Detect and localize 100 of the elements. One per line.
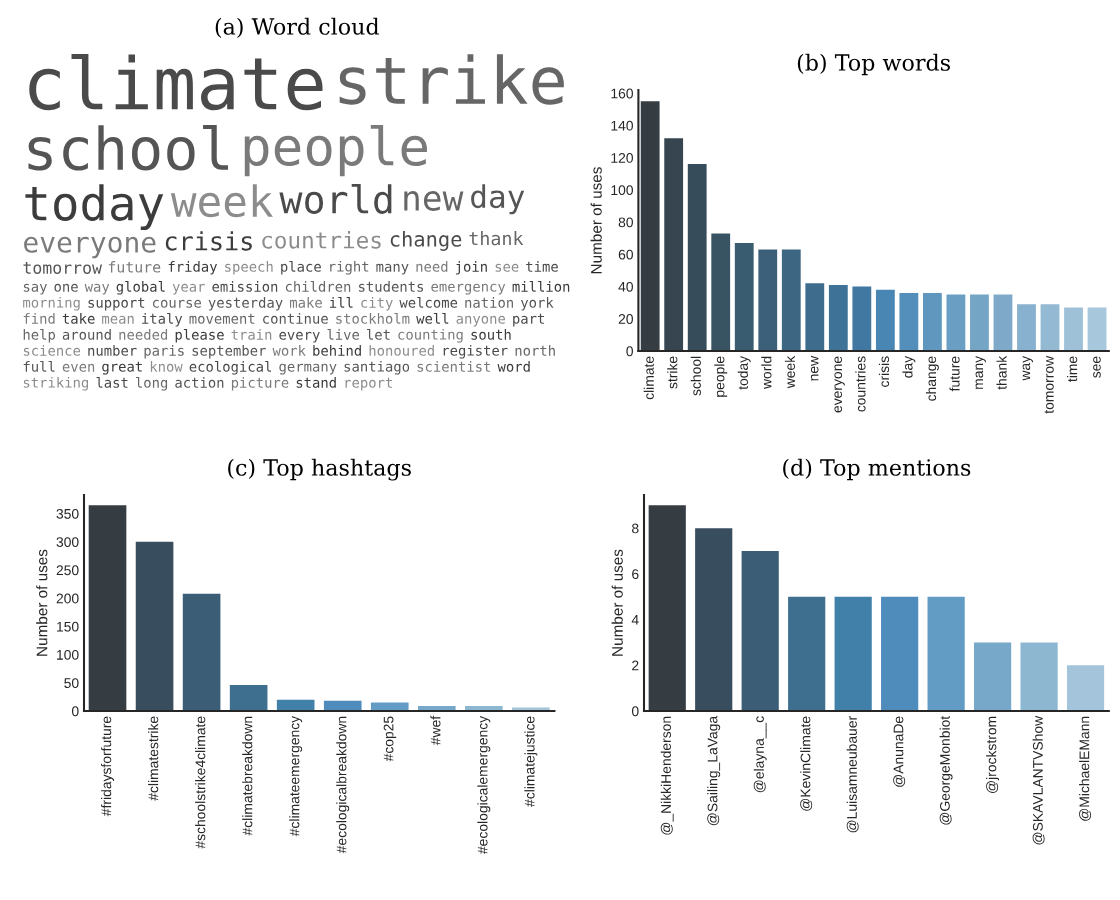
- y-tick-label: 200: [56, 593, 79, 604]
- x-tick-label: #fridaysforfuture: [101, 716, 114, 817]
- text: every: [279, 331, 320, 343]
- text: many: [376, 263, 409, 275]
- y-tick-label: 0: [626, 346, 633, 357]
- x-tick-label: people: [714, 356, 728, 397]
- x-tick-label: strike: [667, 356, 678, 389]
- text: day: [471, 184, 525, 215]
- text: nation: [465, 297, 513, 308]
- text: mean: [102, 315, 134, 324]
- text: tomorrow: [23, 262, 102, 274]
- text: honoured: [369, 345, 434, 356]
- text: new: [404, 191, 464, 211]
- text: last: [96, 377, 128, 388]
- bar: [993, 294, 1013, 351]
- text: south: [471, 329, 511, 340]
- text: support: [88, 297, 145, 311]
- x-tick-label: everyone: [834, 356, 845, 413]
- chart-title: (d) Top mentions: [783, 458, 971, 481]
- bar: [758, 249, 778, 351]
- y-tick-label: 250: [56, 565, 79, 576]
- x-tick-label: future: [949, 356, 960, 392]
- bar: [1020, 642, 1058, 711]
- bar: [881, 596, 919, 711]
- bar: [135, 541, 174, 711]
- text: register: [443, 345, 508, 359]
- text: school: [28, 125, 229, 171]
- bar: [852, 286, 872, 351]
- text: striking: [23, 377, 88, 391]
- text: million: [512, 281, 570, 292]
- text: welcome: [399, 297, 458, 308]
- text: crisis: [165, 231, 252, 251]
- bar: [875, 289, 895, 351]
- bar: [664, 138, 684, 351]
- x-tick-label: many: [975, 355, 986, 389]
- bar: [88, 505, 127, 711]
- x-tick-label: #climateemergency: [289, 715, 303, 837]
- text: help: [23, 329, 55, 343]
- x-tick-label: @Sailing_LaVaga: [707, 715, 721, 826]
- x-tick-label: #cop25: [383, 716, 397, 762]
- text: north: [515, 345, 555, 356]
- text: needed: [119, 329, 168, 340]
- y-tick-label: 60: [618, 249, 633, 260]
- y-tick-label: 300: [56, 537, 79, 547]
- text: ecological: [189, 361, 272, 375]
- text: way: [84, 283, 110, 295]
- y-tick-label: 2: [632, 660, 639, 671]
- text: santiago: [344, 361, 410, 375]
- text: germany: [279, 363, 337, 375]
- x-tick-label: #schoolstrike4climate: [195, 716, 206, 849]
- text: ill: [329, 297, 353, 308]
- x-tick-label: change: [925, 356, 939, 401]
- y-tick-label: 50: [64, 678, 79, 688]
- text: around: [62, 329, 111, 340]
- text: full: [23, 361, 55, 372]
- text: movement: [189, 313, 255, 324]
- y-tick-label: 120: [611, 153, 633, 163]
- chart-title: (c) Top hashtags: [228, 458, 411, 481]
- x-tick-label: #climatebreakdown: [242, 716, 253, 836]
- text: even: [62, 363, 95, 372]
- text: emergency: [431, 283, 506, 295]
- text: right: [330, 261, 369, 275]
- text: scientist: [417, 361, 491, 372]
- x-tick-label: climate: [643, 356, 654, 400]
- bar: [1040, 304, 1060, 351]
- text: stockholm: [336, 313, 410, 324]
- text: know: [150, 361, 183, 372]
- bar: [640, 101, 660, 351]
- x-tick-label: @GeorgeMonbiot: [939, 715, 953, 825]
- text: action: [175, 377, 224, 388]
- text: picture: [231, 377, 289, 391]
- text: week: [170, 184, 273, 218]
- x-tick-label: @_NikkiHenderson: [660, 716, 674, 835]
- y-tick-label: 0: [71, 706, 79, 717]
- text: climate: [29, 54, 323, 111]
- chart-title: (b) Top words: [797, 53, 950, 76]
- bar: [1064, 307, 1083, 351]
- text: word: [497, 361, 530, 372]
- bar: [946, 294, 966, 351]
- text: report: [345, 377, 392, 391]
- x-tick-label: @Luisamneubauer: [846, 716, 859, 833]
- x-tick-label: #climatestrike: [148, 716, 159, 801]
- text: course: [152, 299, 201, 308]
- bar: [834, 596, 872, 711]
- y-axis-title: Number of uses: [611, 549, 623, 656]
- x-tick-label: @KevinClimate: [800, 716, 813, 811]
- x-tick-label: #climatejustice: [524, 716, 538, 807]
- x-tick-label: crisis: [878, 356, 890, 387]
- text: september: [192, 345, 266, 359]
- text: city: [361, 297, 393, 311]
- x-tick-label: world: [761, 356, 772, 390]
- text: make: [290, 297, 322, 308]
- y-tick-label: 100: [57, 649, 79, 660]
- x-tick-label: see: [1093, 356, 1101, 378]
- x-tick-label: thank: [996, 355, 1007, 390]
- text: let: [366, 329, 390, 340]
- bar: [781, 249, 801, 351]
- y-tick-label: 350: [56, 508, 79, 519]
- text: science: [23, 345, 81, 356]
- x-tick-label: week: [784, 355, 796, 389]
